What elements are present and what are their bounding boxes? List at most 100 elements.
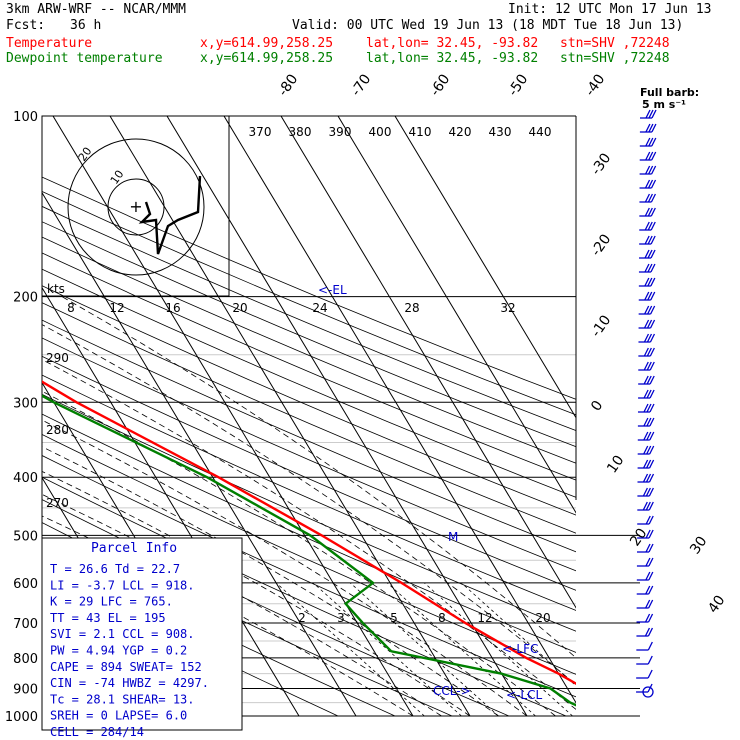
dry-adiabat [42, 413, 576, 653]
wind-barb-flag [651, 165, 657, 175]
wind-barb [639, 193, 657, 203]
pressure-label: 700 [13, 617, 38, 632]
wind-barb-flag [643, 445, 649, 455]
mixing-ratio-label: 3 [337, 611, 345, 625]
wind-barb-flag [642, 501, 648, 511]
wind-barb-flag [649, 403, 655, 413]
wind-barb-flag [643, 417, 649, 427]
dry-adiabat [42, 393, 576, 632]
wind-barb [637, 403, 655, 413]
isotherm-label: -30 [588, 150, 614, 178]
model-title: 3km ARW-WRF -- NCAR/MMM [6, 2, 187, 17]
wind-barb [639, 207, 656, 217]
mixing-ratio-label: 12 [477, 611, 492, 625]
wind-barb-flag [644, 235, 650, 245]
wind-barb-flag [647, 193, 654, 203]
dry-adiabat [42, 205, 576, 431]
wind-barb [638, 305, 656, 315]
wind-barb-flag [645, 109, 651, 119]
wind-barb-flag [645, 473, 652, 483]
wind-barb-flag [648, 529, 654, 539]
ccl-marker: CCL-> [433, 684, 471, 698]
wind-barb-flag [644, 305, 650, 315]
wind-barb-flag [647, 627, 654, 637]
wind-barb-flag [648, 165, 654, 175]
wind-barb-flag [650, 179, 657, 189]
theta-label: 430 [489, 125, 512, 139]
hodograph-center: + [129, 197, 142, 216]
hodograph-units: kts [47, 282, 65, 296]
wind-barb [639, 137, 657, 147]
wind-barb-flag [645, 137, 651, 147]
wind-barb-flag [646, 431, 652, 441]
wind-barb-flag [643, 389, 649, 399]
isotherm-label: -60 [427, 71, 453, 99]
wind-barb-flag [651, 109, 657, 119]
wind-barb-flag [644, 193, 651, 203]
wind-barb-flag [646, 361, 652, 371]
theta-left-label: 280 [46, 423, 69, 437]
parcel-info-row: T = 26.6 Td = 22.7 [50, 562, 180, 576]
wind-barb [639, 151, 657, 161]
dry-adiabat [42, 285, 576, 516]
isotherm-line [109, 116, 471, 717]
wind-barb [638, 333, 656, 343]
wind-barb-flag [644, 179, 651, 189]
speed-tick-label: 28 [404, 301, 419, 315]
wind-barb-flag [644, 221, 650, 231]
dewpoint-xy: x,y=614.99,258.25 [200, 51, 334, 66]
isotherm-label: -70 [348, 71, 374, 99]
isotherm-label: -50 [505, 71, 531, 99]
wind-barb [636, 571, 654, 581]
wind-barb-flag [643, 459, 649, 469]
wind-barb [638, 375, 655, 385]
theta-label: 380 [289, 125, 312, 139]
wind-barb-flag [650, 235, 656, 245]
wind-barb-flag [649, 361, 655, 371]
dry-adiabat [42, 268, 576, 498]
wind-barb-flag [650, 193, 657, 203]
dry-adiabat [42, 221, 576, 448]
wind-barb-flag [649, 333, 656, 343]
wind-barb-flag [645, 487, 651, 497]
wind-barb-flag [646, 333, 653, 343]
wind-barb-flag [648, 473, 655, 483]
wind-barb-flag [648, 151, 654, 161]
wind-barb-flag [644, 277, 650, 287]
wind-barb-flag [651, 151, 657, 161]
wind-barb-flag [643, 319, 650, 329]
wind-barb-flag [644, 613, 651, 623]
wind-barb [638, 319, 656, 329]
wind-barb-flag [645, 557, 651, 567]
temperature-latlon: lat,lon= 32.45, -93.82 [366, 36, 539, 51]
isotherm-line [337, 116, 576, 514]
parcel-info-row: SVI = 2.1 CCL = 908. [50, 627, 195, 641]
pressure-label: 500 [13, 529, 38, 544]
forecast-label: Fcst: [6, 18, 46, 33]
wind-barb-flag [645, 151, 651, 161]
pressure-label: 200 [13, 291, 38, 306]
wind-barb-flag [648, 557, 654, 567]
wind-barb-flag [646, 347, 652, 357]
hodograph-ring [67, 138, 205, 276]
temperature-station: stn=SHV ,72248 [560, 36, 670, 51]
speed-tick-label: 16 [165, 301, 180, 315]
wind-barb-flag [644, 263, 650, 273]
wind-barb [636, 613, 654, 623]
wind-barb-flag [650, 207, 656, 217]
wind-barb-flag [649, 347, 655, 357]
wind-barb-flag [648, 571, 654, 581]
dewpoint-station: stn=SHV ,72248 [560, 51, 670, 66]
isotherm-label: 0 [588, 398, 606, 414]
valid-time: Valid: 00 UTC Wed 19 Jun 13 (18 MDT Tue … [292, 18, 684, 33]
wind-barb [637, 515, 654, 525]
pressure-label: 800 [13, 652, 38, 667]
dry-adiabat [42, 191, 576, 416]
wind-barb [639, 235, 656, 245]
isotherm-line [52, 116, 414, 717]
theta-label: 420 [449, 125, 472, 139]
parcel-info-row: SREH = 0 LAPSE= 6.0 [50, 709, 187, 723]
wind-barb [637, 501, 654, 511]
theta-left-label: 290 [46, 351, 69, 365]
